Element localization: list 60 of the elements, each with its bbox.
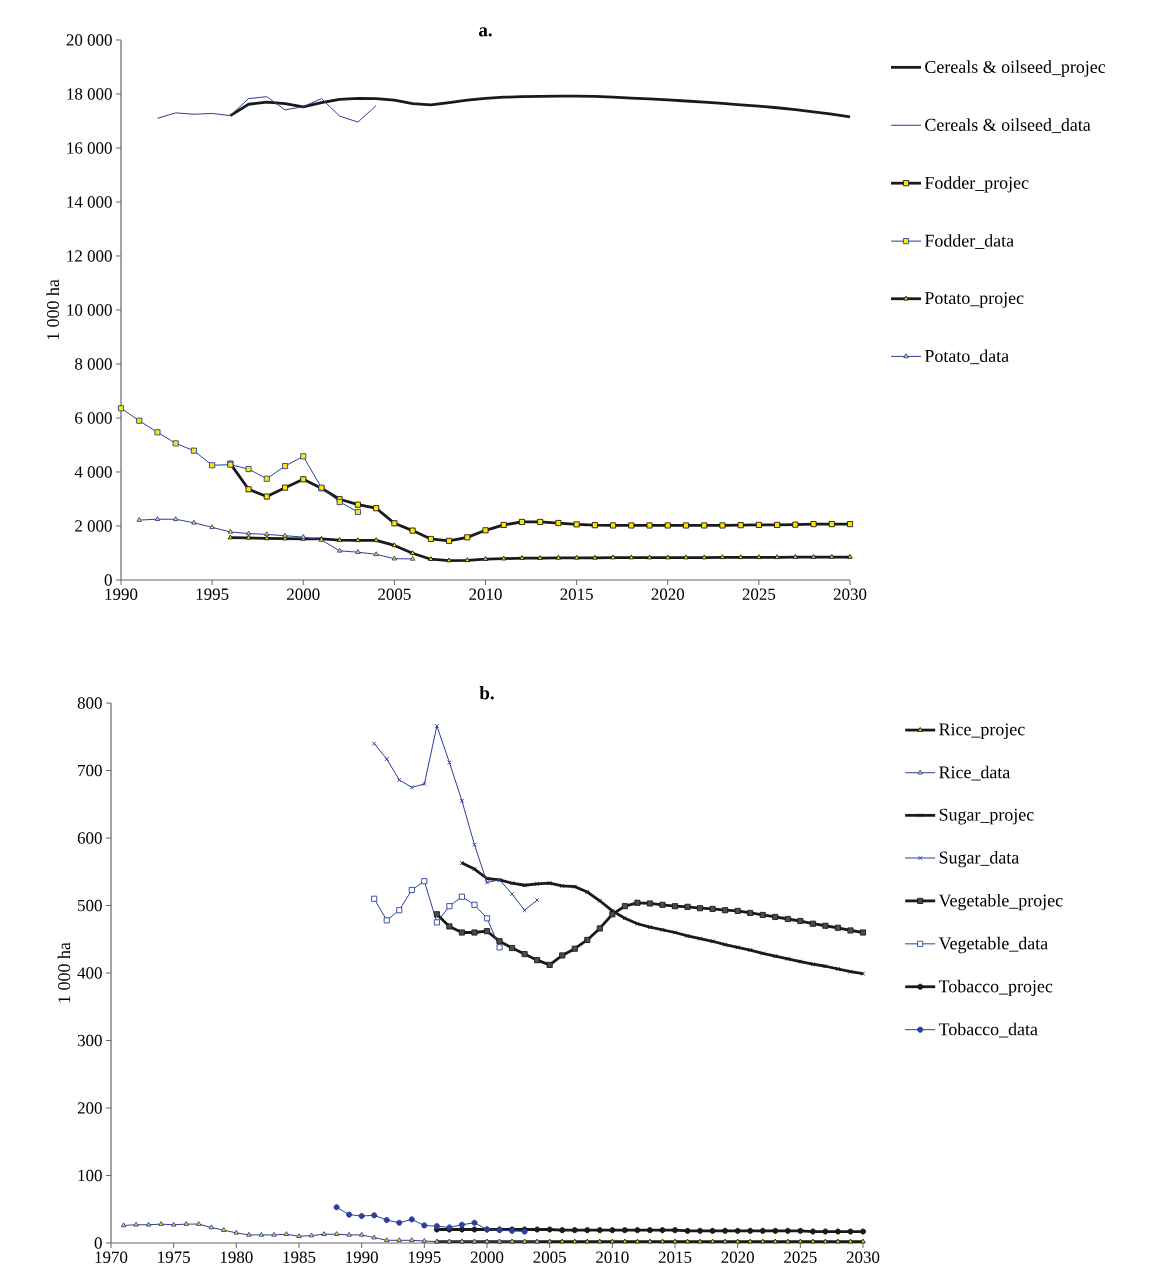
x-tick-label: 1985 bbox=[283, 1251, 316, 1263]
y-axis-title: 1 000 ha bbox=[57, 942, 71, 1003]
x-tick-label: 1995 bbox=[196, 588, 229, 600]
x-tick-label: 2000 bbox=[470, 1251, 504, 1263]
x-tick-label: 2025 bbox=[742, 588, 776, 600]
legend-label: Cereals & oilseed_data bbox=[925, 118, 1091, 134]
legend-label: Sugar_data bbox=[939, 851, 1020, 868]
y-tick-label: 200 bbox=[77, 1102, 102, 1114]
x-tick-label: 2025 bbox=[784, 1251, 817, 1263]
y-axis-title: 1 000 ha bbox=[46, 279, 60, 340]
legend-label: Fodder_projec bbox=[924, 176, 1029, 193]
x-tick-label: 2005 bbox=[378, 588, 411, 600]
x-tick-label: 1995 bbox=[408, 1251, 441, 1263]
y-tick-label: 8 000 bbox=[75, 358, 112, 370]
x-tick-label: 2030 bbox=[846, 1251, 880, 1263]
x-tick-label: 1990 bbox=[105, 588, 138, 600]
y-tick-label: 700 bbox=[78, 764, 102, 777]
x-tick-label: 2020 bbox=[721, 1251, 754, 1263]
y-tick-label: 0 bbox=[94, 1237, 102, 1249]
legend-label: Rice_data bbox=[939, 765, 1011, 781]
y-tick-label: 6 000 bbox=[75, 412, 112, 424]
chart-title: a. bbox=[479, 27, 492, 37]
x-tick-label: 1980 bbox=[220, 1251, 253, 1263]
x-tick-label: 1975 bbox=[158, 1251, 190, 1263]
x-tick-label: 2015 bbox=[560, 588, 593, 600]
legend-label: Fodder_data bbox=[924, 234, 1014, 249]
x-tick-label: 2020 bbox=[651, 588, 685, 600]
y-tick-label: 12 000 bbox=[67, 250, 112, 262]
legend-label: Tobacco_data bbox=[938, 1022, 1038, 1038]
x-tick-label: 2010 bbox=[596, 1251, 629, 1263]
y-tick-label: 600 bbox=[77, 832, 102, 844]
y-tick-label: 500 bbox=[78, 899, 102, 912]
y-tick-label: 20 000 bbox=[66, 34, 112, 46]
y-tick-label: 300 bbox=[77, 1034, 102, 1047]
legend-label: Potato_data bbox=[924, 349, 1009, 365]
legend-label: Vegetable_data bbox=[938, 936, 1048, 954]
y-tick-label: 18 000 bbox=[67, 88, 112, 100]
legend-label: Cereals & oilseed_projec bbox=[925, 60, 1106, 77]
y-tick-label: 0 bbox=[104, 574, 112, 586]
y-tick-label: 100 bbox=[78, 1169, 102, 1182]
y-tick-label: 14 000 bbox=[67, 196, 112, 208]
x-tick-label: 2030 bbox=[833, 588, 867, 600]
y-tick-label: 4 000 bbox=[74, 466, 112, 478]
chart-title: b. bbox=[479, 686, 494, 700]
x-tick-label: 1990 bbox=[346, 1251, 378, 1263]
x-tick-label: 2005 bbox=[533, 1251, 566, 1263]
legend-label: Sugar_projec bbox=[939, 808, 1034, 825]
legend-label: Potato_projec bbox=[924, 292, 1024, 308]
x-tick-label: 2015 bbox=[658, 1251, 692, 1263]
y-tick-label: 800 bbox=[77, 697, 102, 709]
y-tick-label: 10 000 bbox=[67, 304, 112, 316]
y-tick-label: 2 000 bbox=[75, 520, 112, 532]
y-tick-label: 16 000 bbox=[67, 142, 112, 154]
x-tick-label: 2000 bbox=[287, 588, 320, 600]
x-tick-label: 1970 bbox=[95, 1251, 128, 1263]
legend-label: Rice_projec bbox=[939, 723, 1025, 740]
legend-label: Vegetable_projec bbox=[938, 893, 1063, 911]
y-tick-label: 400 bbox=[77, 967, 102, 979]
x-tick-label: 2010 bbox=[469, 588, 502, 600]
legend-label: Tobacco_projec bbox=[938, 979, 1053, 997]
